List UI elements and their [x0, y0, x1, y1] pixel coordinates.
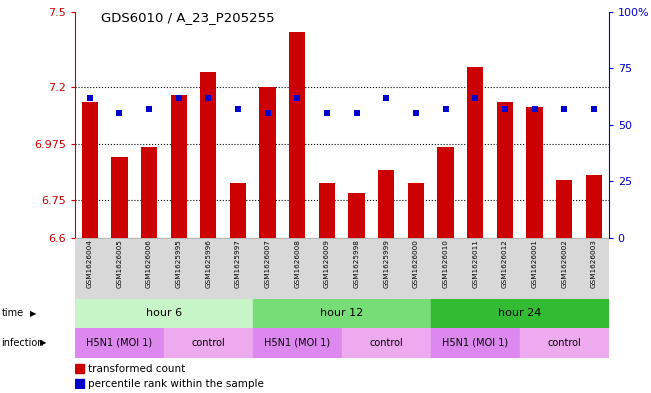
Bar [527, 107, 543, 238]
Bar [200, 72, 217, 238]
Bar [75, 238, 105, 299]
Text: GSM1625997: GSM1625997 [235, 240, 241, 288]
Text: infection: infection [1, 338, 44, 348]
Bar [223, 238, 253, 299]
Bar [75, 380, 85, 387]
Bar [141, 147, 157, 238]
Text: GSM1625995: GSM1625995 [176, 240, 182, 288]
Bar [289, 32, 305, 238]
Text: GSM1626001: GSM1626001 [532, 240, 538, 288]
Text: H5N1 (MOI 1): H5N1 (MOI 1) [87, 338, 152, 348]
Text: control: control [191, 338, 225, 348]
Bar [497, 102, 513, 238]
Text: hour 24: hour 24 [498, 309, 542, 318]
Bar [579, 238, 609, 299]
Bar [549, 238, 579, 299]
Text: GDS6010 / A_23_P205255: GDS6010 / A_23_P205255 [101, 11, 275, 24]
Text: control: control [369, 338, 403, 348]
Bar [253, 238, 283, 299]
Bar [519, 328, 609, 358]
Text: GSM1626008: GSM1626008 [294, 240, 300, 288]
Text: GSM1625998: GSM1625998 [353, 240, 359, 288]
Bar [75, 299, 253, 328]
Text: hour 6: hour 6 [146, 309, 182, 318]
Bar [81, 102, 98, 238]
Bar [437, 147, 454, 238]
Bar [75, 328, 164, 358]
Bar [556, 180, 572, 238]
Text: percentile rank within the sample: percentile rank within the sample [89, 378, 264, 389]
Bar [230, 182, 246, 238]
Bar [431, 238, 460, 299]
Bar [111, 158, 128, 238]
Text: GSM1626005: GSM1626005 [117, 240, 122, 288]
Text: GSM1626010: GSM1626010 [443, 240, 449, 288]
Text: ▶: ▶ [40, 338, 47, 347]
Text: GSM1626007: GSM1626007 [265, 240, 271, 288]
Text: hour 12: hour 12 [320, 309, 363, 318]
Bar [372, 238, 401, 299]
Bar [431, 299, 609, 328]
Text: GSM1626006: GSM1626006 [146, 240, 152, 288]
Bar [164, 328, 253, 358]
Bar [253, 299, 431, 328]
Bar [171, 95, 187, 238]
Bar [105, 238, 134, 299]
Text: GSM1625996: GSM1625996 [205, 240, 212, 288]
Bar [342, 238, 372, 299]
Bar [342, 328, 431, 358]
Text: GSM1626011: GSM1626011 [472, 240, 478, 288]
Bar [134, 238, 164, 299]
Bar [319, 182, 335, 238]
Text: time: time [1, 309, 23, 318]
Bar [586, 175, 602, 238]
Bar [283, 238, 312, 299]
Text: GSM1626004: GSM1626004 [87, 240, 92, 288]
Bar [253, 328, 342, 358]
Text: GSM1626012: GSM1626012 [502, 240, 508, 288]
Text: transformed count: transformed count [89, 364, 186, 374]
Bar [519, 238, 549, 299]
Text: GSM1626009: GSM1626009 [324, 240, 330, 288]
Text: GSM1626003: GSM1626003 [591, 240, 597, 288]
Bar [431, 328, 519, 358]
Text: H5N1 (MOI 1): H5N1 (MOI 1) [264, 338, 330, 348]
Bar [164, 238, 193, 299]
Bar [401, 238, 431, 299]
Text: H5N1 (MOI 1): H5N1 (MOI 1) [442, 338, 508, 348]
Bar [460, 238, 490, 299]
Bar [75, 364, 85, 373]
Text: ▶: ▶ [30, 309, 36, 318]
Text: GSM1626000: GSM1626000 [413, 240, 419, 288]
Bar [312, 238, 342, 299]
Bar [490, 238, 519, 299]
Text: GSM1625999: GSM1625999 [383, 240, 389, 288]
Text: GSM1626002: GSM1626002 [561, 240, 567, 288]
Bar [193, 238, 223, 299]
Bar [348, 193, 365, 238]
Bar [378, 170, 395, 238]
Bar [260, 87, 276, 238]
Bar [408, 182, 424, 238]
Text: control: control [547, 338, 581, 348]
Bar [467, 67, 484, 238]
